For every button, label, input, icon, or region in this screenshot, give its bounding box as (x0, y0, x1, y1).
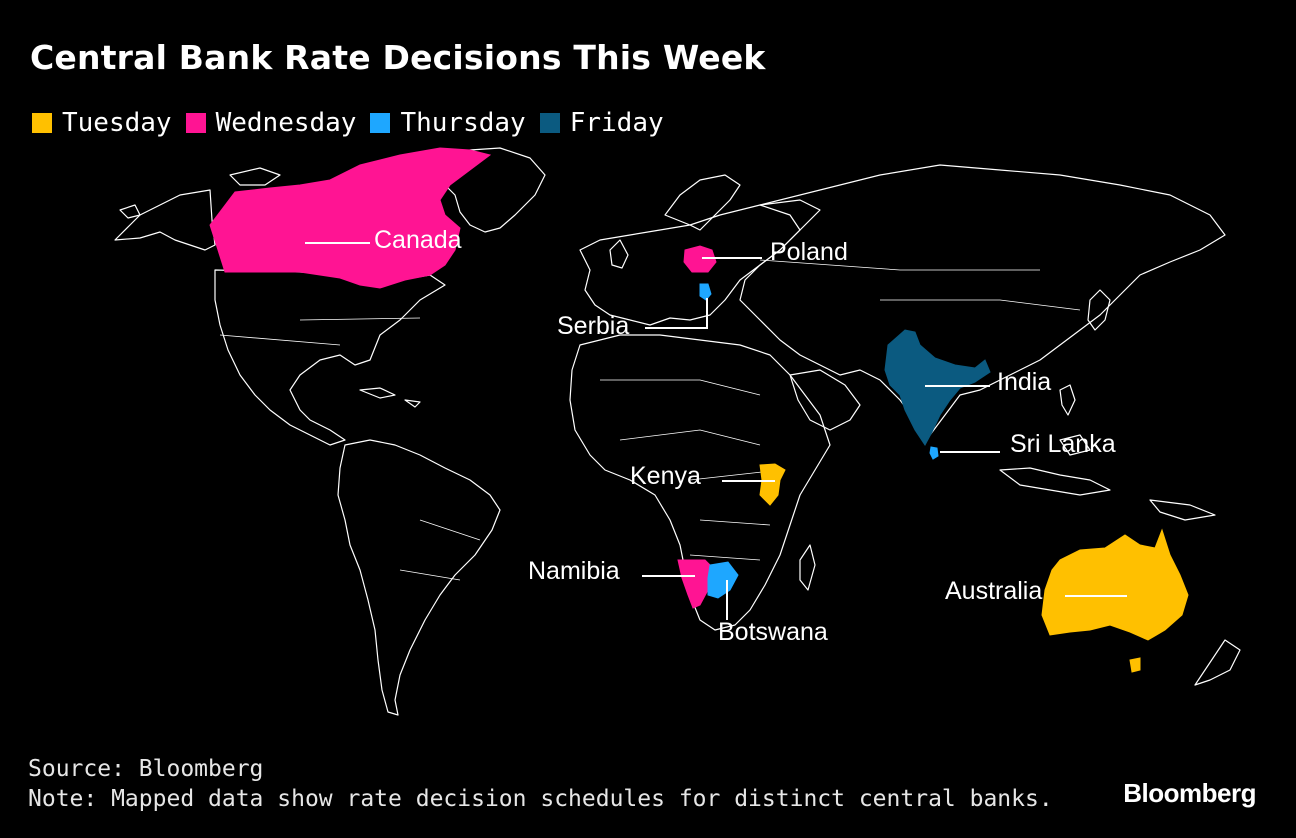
bloomberg-logo: Bloomberg (1123, 778, 1256, 808)
tasmania-shape (1129, 657, 1141, 673)
label-canada: Canada (374, 226, 462, 254)
legend-item-friday: Friday (539, 108, 664, 138)
north-america-outline (214, 269, 446, 446)
label-poland: Poland (770, 238, 848, 266)
poland-shape (683, 245, 717, 273)
sri-lanka-shape (929, 446, 939, 460)
philippines-outline (1059, 384, 1076, 416)
legend-item-thursday: Thursday (370, 108, 526, 138)
label-sri-lanka: Sri Lanka (1010, 430, 1116, 458)
label-botswana: Botswana (718, 618, 828, 646)
arabia-outline (789, 369, 861, 431)
label-kenya: Kenya (630, 462, 701, 490)
chart-title: Central Bank Rate Decisions This Week (30, 38, 766, 77)
botswana-shape (707, 561, 739, 599)
legend-swatch-thursday (370, 113, 391, 133)
label-serbia: Serbia (557, 312, 630, 340)
japan-outline (1087, 289, 1111, 331)
legend-swatch-friday (539, 113, 560, 133)
uk-outline (609, 239, 629, 269)
kenya-shape (759, 463, 786, 506)
land-outlines (114, 147, 1241, 716)
leader-lines (305, 242, 1127, 620)
india-shape (884, 329, 991, 446)
namibia-shape (677, 559, 711, 609)
caribbean-outline (359, 387, 421, 408)
serbia-shape (699, 283, 712, 301)
legend-swatch-wednesday (185, 113, 206, 133)
scandinavia-outline (664, 174, 741, 231)
alaska-outline (114, 189, 216, 251)
label-australia: Australia (945, 577, 1043, 605)
legend-label-friday: Friday (569, 108, 664, 138)
data-note: Note: Mapped data show rate decision sch… (28, 786, 1053, 812)
canada-shape (209, 147, 492, 289)
indonesia-outline (999, 434, 1216, 521)
world-map (114, 147, 1241, 716)
south-america-outline (337, 439, 501, 716)
legend: Tuesday Wednesday Thursday Friday (32, 108, 678, 138)
serbia-leader (645, 298, 708, 329)
madagascar-outline (799, 544, 816, 591)
legend-swatch-tuesday (32, 113, 52, 133)
legend-label-wednesday: Wednesday (215, 108, 357, 138)
arctic-islands-outline (119, 167, 281, 219)
legend-label-tuesday: Tuesday (62, 108, 172, 138)
internal-borders (219, 259, 1081, 581)
source-note: Source: Bloomberg (28, 756, 264, 782)
africa-outline (569, 334, 831, 631)
new-zealand-outline (1194, 639, 1241, 686)
label-namibia: Namibia (528, 557, 620, 585)
legend-label-thursday: Thursday (400, 108, 526, 138)
legend-item-wednesday: Wednesday (185, 108, 357, 138)
label-india: India (997, 368, 1052, 396)
greenland-outline (404, 147, 546, 233)
europe-outline (579, 199, 821, 326)
legend-item-tuesday: Tuesday (32, 108, 172, 138)
australia-shape (1041, 528, 1189, 641)
